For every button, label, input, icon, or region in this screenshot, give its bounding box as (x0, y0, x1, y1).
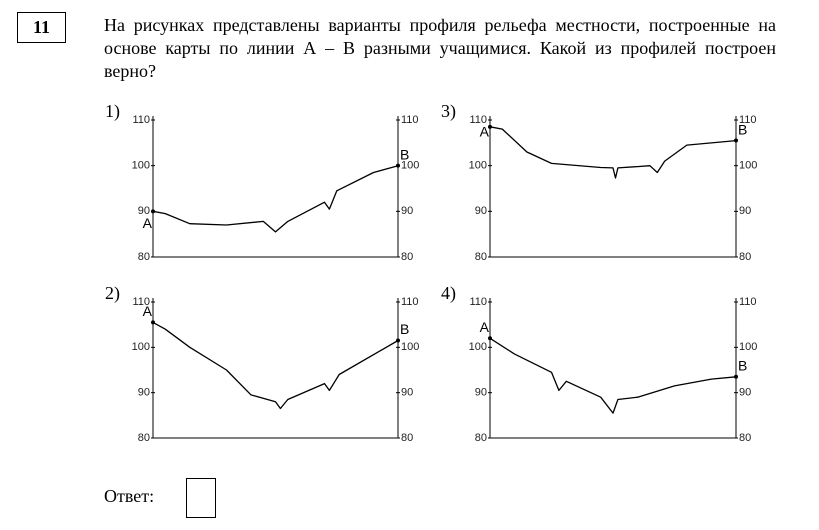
endpoint (396, 163, 400, 168)
y-tick-label: 110 (469, 114, 487, 126)
profile-label: 3) (441, 101, 456, 122)
y-tick-label: 80 (475, 251, 487, 263)
y-tick-label: 80 (475, 432, 487, 444)
endpoint (151, 320, 155, 325)
y-tick-label: 80 (739, 432, 751, 444)
profile-line (489, 337, 737, 414)
y-tick-label: 90 (739, 205, 751, 217)
profile-label: 2) (105, 283, 120, 304)
endpoint (396, 338, 400, 343)
start-label: A (480, 124, 490, 140)
start-label: A (143, 215, 153, 231)
y-tick-label: 90 (401, 205, 413, 217)
y-tick-label: 110 (401, 114, 419, 126)
y-tick-label: 100 (132, 160, 150, 172)
end-label: B (738, 358, 747, 374)
y-tick-label: 90 (475, 205, 487, 217)
y-tick-label: 90 (138, 205, 150, 217)
y-tick-label: 100 (401, 160, 419, 172)
answer-label: Ответ: (104, 486, 155, 506)
endpoint (734, 138, 738, 143)
y-tick-label: 80 (739, 251, 751, 263)
endpoint (488, 124, 492, 129)
question-text: На рисунках представлены варианты профил… (104, 15, 776, 81)
y-tick-label: 110 (739, 296, 757, 308)
endpoint (488, 336, 492, 341)
profile-label: 1) (105, 101, 120, 122)
profile-line (152, 165, 399, 233)
answer-box[interactable] (186, 478, 216, 518)
end-label: B (400, 321, 409, 337)
y-tick-label: 100 (469, 160, 487, 172)
profile-line (489, 126, 737, 179)
y-tick-label: 100 (739, 341, 757, 353)
y-tick-label: 110 (401, 296, 419, 308)
endpoint (734, 374, 738, 379)
y-tick-label: 90 (475, 387, 487, 399)
y-tick-label: 100 (739, 160, 757, 172)
y-tick-label: 80 (138, 251, 150, 263)
y-tick-label: 100 (401, 341, 419, 353)
y-tick-label: 110 (132, 114, 150, 126)
y-tick-label: 90 (401, 387, 413, 399)
y-tick-label: 80 (401, 251, 413, 263)
start-label: A (480, 319, 490, 335)
y-tick-label: 90 (138, 387, 150, 399)
endpoint (151, 209, 155, 214)
y-tick-label: 100 (469, 341, 487, 353)
y-tick-label: 80 (138, 432, 150, 444)
y-tick-label: 100 (132, 341, 150, 353)
y-tick-label: 110 (469, 296, 487, 308)
y-tick-label: 90 (739, 387, 751, 399)
y-tick-label: 110 (739, 114, 757, 126)
profile-label: 4) (441, 283, 456, 304)
start-label: A (143, 303, 153, 319)
question-number: 11 (17, 12, 66, 43)
y-tick-label: 110 (132, 296, 150, 308)
end-label: B (738, 121, 747, 137)
end-label: B (400, 146, 409, 162)
profile-line (152, 321, 399, 410)
y-tick-label: 80 (401, 432, 413, 444)
